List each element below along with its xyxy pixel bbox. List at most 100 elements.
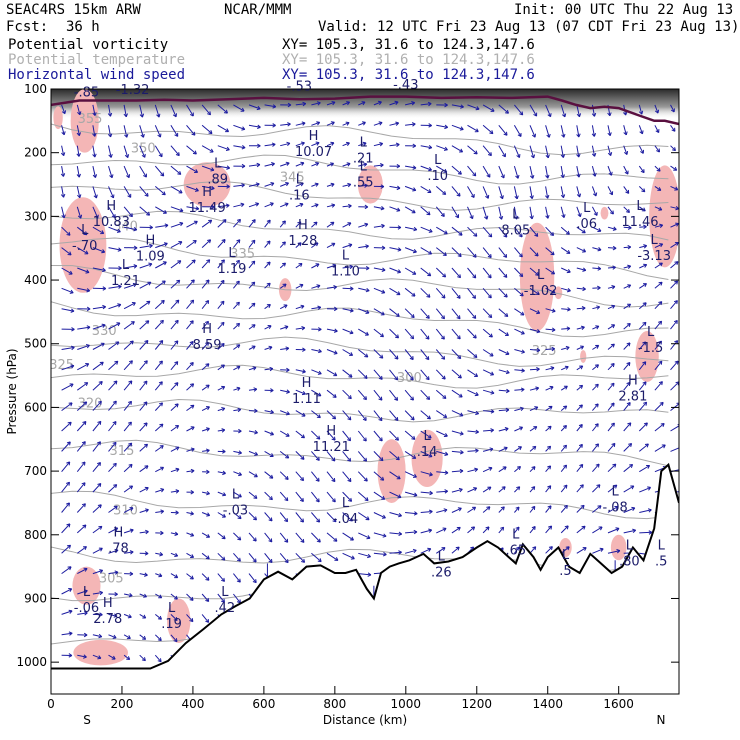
wind-vector (638, 145, 644, 154)
wind-vector (623, 246, 631, 249)
wind-vector-head (469, 215, 474, 220)
wind-vector-head (66, 231, 71, 236)
wind-vector-head (563, 504, 568, 509)
wind-vector-head (504, 313, 509, 317)
wind-vector-head (156, 113, 161, 118)
wind-vector (389, 389, 398, 401)
wind-vector (498, 349, 510, 355)
wind-vector-head (644, 443, 649, 448)
wind-vector (607, 382, 615, 391)
wind-vector (311, 512, 320, 523)
wind-vector (373, 552, 387, 555)
pv-shaded-region (167, 598, 191, 644)
organization-label: NCAR/MMM (224, 2, 292, 18)
wind-vector (77, 247, 89, 255)
wind-vector-head (222, 492, 227, 497)
wind-vector-head (284, 518, 289, 523)
wind-vector (420, 491, 433, 494)
wind-vector (217, 386, 225, 391)
wind-vector-head (251, 219, 256, 224)
wind-vector-head (70, 345, 75, 351)
wind-vector (607, 324, 615, 330)
hl-value: 8.59 (193, 338, 222, 353)
wind-vector-head (548, 546, 553, 551)
wind-vector-head (365, 244, 369, 249)
wind-vector-head (428, 472, 433, 477)
wind-vector-head (67, 566, 72, 571)
wind-vector-head (85, 269, 90, 274)
wind-vector-head (236, 344, 241, 349)
wind-vector (560, 247, 571, 254)
wind-vector-head (394, 100, 399, 106)
wind-vector-head (623, 151, 629, 155)
wind-vector (420, 267, 432, 277)
wind-vector-head (426, 395, 431, 400)
wind-vector (217, 239, 226, 248)
wind-vector-head (285, 411, 290, 416)
wind-vector-head (515, 506, 520, 511)
wind-vector-head (205, 427, 210, 432)
wind-vector (77, 612, 88, 615)
wind-vector-head (611, 304, 616, 309)
wind-vector-head (643, 244, 648, 249)
wind-vector-head (378, 375, 383, 380)
wind-vector-head (348, 373, 353, 378)
wind-vector (451, 104, 464, 108)
hl-value: -3.13 (637, 249, 671, 264)
wind-vector-head (124, 154, 130, 158)
wind-vector (467, 506, 476, 513)
wind-vector-head (460, 104, 464, 109)
wind-vector (170, 552, 178, 557)
wind-vector (482, 165, 491, 178)
wind-vector (326, 471, 336, 482)
wind-vector (264, 261, 271, 269)
wind-vector-head (192, 240, 197, 244)
hl-marker: L (562, 548, 570, 563)
wind-vector (373, 430, 383, 442)
wind-vector (436, 547, 446, 554)
wind-vector (342, 369, 353, 378)
wind-vector-head (237, 515, 242, 520)
wind-vector (139, 422, 148, 432)
wind-vector-head (115, 341, 120, 346)
wind-vector-head (547, 505, 552, 510)
wind-vector-head (270, 409, 274, 415)
wind-vector (202, 185, 215, 189)
wind-vector (623, 226, 632, 229)
wind-vector-head (238, 428, 242, 434)
wind-vector-head (629, 464, 634, 468)
wind-vector (108, 360, 119, 371)
wind-vector-head (284, 475, 289, 480)
wind-vector-head (331, 242, 336, 247)
wind-vector (373, 308, 385, 316)
wind-vector (498, 287, 508, 298)
wind-vector-head (255, 202, 260, 207)
wind-vector-head (282, 283, 287, 288)
wind-vector-head (205, 320, 209, 325)
wind-vector-head (396, 163, 401, 169)
wind-vector-head (66, 481, 70, 486)
wind-vector-head (632, 528, 637, 533)
wind-vector-head (141, 153, 146, 158)
wind-vector-head (362, 141, 367, 147)
wind-vector (92, 504, 102, 513)
wind-vector (264, 346, 273, 350)
wind-vector-head (173, 638, 178, 643)
hl-label-layer: H10.83L-.70 H1.09L1.21L.89H11.49L1.19H10.… (72, 78, 671, 632)
wind-vector (264, 104, 276, 108)
wind-vector (155, 445, 164, 452)
wind-vector-head (140, 133, 145, 138)
wind-vector-head (240, 107, 245, 112)
wind-vector (295, 122, 306, 126)
wind-vector (233, 124, 245, 130)
theta-contour (51, 301, 669, 338)
wind-vector-head (658, 262, 663, 267)
wind-vector-head (235, 280, 240, 285)
wind-vector-head (83, 654, 87, 659)
wind-vector (451, 287, 461, 299)
wind-vector (217, 407, 225, 412)
wind-vector-head (560, 174, 565, 179)
wind-vector (467, 186, 475, 198)
wind-vector (186, 470, 195, 473)
